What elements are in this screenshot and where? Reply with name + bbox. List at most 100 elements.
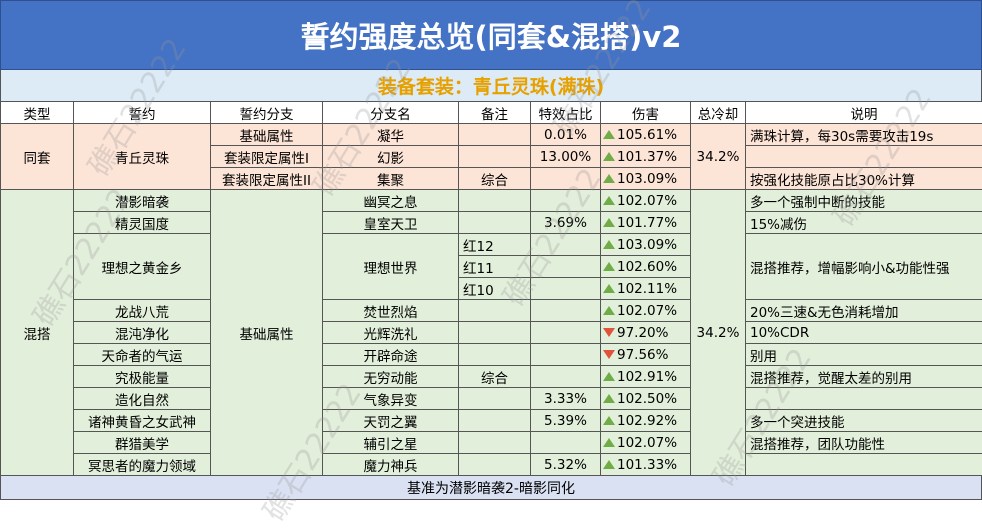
damage-value: 97.56% [617,347,668,363]
cell: 究极能量 [74,366,211,388]
damage-value: 102.07% [617,435,677,451]
damage-value: 105.61% [617,127,677,143]
damage-cell: 101.33% [601,454,691,476]
row: 混搭 潜影暗袭 基础属性 幽冥之息 102.07% 34.2% 多一个强制中断的… [1,190,982,212]
damage-value: 102.91% [617,369,677,385]
cell [459,388,531,410]
trend-icon [603,372,615,381]
row: 天命者的气运 开辟命途 97.56% 别用 [1,344,982,366]
row: 诸神黄昏之女武神 天罚之翼 5.39% 102.92% 多一个突进技能 [1,410,982,432]
cell: 集聚 [323,168,459,190]
cell: 光辉洗礼 [323,322,459,344]
cell [459,410,531,432]
damage-value: 102.07% [617,303,677,319]
cell [531,278,601,300]
damage-cell: 101.77% [601,212,691,234]
damage-cell: 97.56% [601,344,691,366]
table: 类型 誓约 誓约分支 分支名 备注 特效占比 伤害 总冷却 说明 同套 青丘灵珠… [0,101,982,476]
trend-icon [603,460,615,469]
damage-value: 102.92% [617,413,677,429]
cell: 别用 [746,344,982,366]
cell: 魔力神兵 [323,454,459,476]
column-header: 说明 [746,102,982,124]
cell: 无穷动能 [323,366,459,388]
damage-value: 102.11% [617,281,677,297]
trend-icon [603,284,615,293]
column-header: 类型 [1,102,74,124]
cell: 理想世界 [323,234,459,300]
damage-value: 97.20% [617,325,668,341]
damage-value: 101.33% [617,457,677,473]
damage-cell: 102.11% [601,278,691,300]
column-header: 誓约 [74,102,211,124]
cell [531,432,601,454]
cell: 凝华 [323,124,459,146]
damage-cell: 102.92% [601,410,691,432]
damage-value: 102.60% [617,259,677,275]
trend-icon [603,240,615,249]
cell: 3.33% [531,388,601,410]
damage-cell: 102.91% [601,366,691,388]
cell [531,256,601,278]
damage-value: 101.37% [617,149,677,165]
trend-icon [603,174,615,183]
damage-value: 103.09% [617,171,677,187]
cell: 5.32% [531,454,601,476]
cell: 精灵国度 [74,212,211,234]
cell: 多一个强制中断的技能 [746,190,982,212]
cell: 理想之黄金乡 [74,234,211,300]
cell: 综合 [459,366,531,388]
cell: 套装限定属性II [211,168,323,190]
cell: 按强化技能原占比30%计算 [746,168,982,190]
row: 群猎美学 辅引之星 102.07% 混搭推荐，团队功能性 [1,432,982,454]
cell: 开辟命途 [323,344,459,366]
cell [459,432,531,454]
title: 誓约强度总览(同套&混搭)v2 [0,0,982,70]
column-header: 特效占比 [531,102,601,124]
cell: 造化自然 [74,388,211,410]
cell: 混搭推荐，觉醒太差的别用 [746,366,982,388]
cell: 幽冥之息 [323,190,459,212]
cell: 龙战八荒 [74,300,211,322]
damage-cell: 105.61% [601,124,691,146]
cell [459,146,531,168]
cell: 3.69% [531,212,601,234]
cell: 红11 [459,256,531,278]
trend-icon [603,218,615,227]
row: 精灵国度 皇室天卫 3.69% 101.77% 15%减伤 [1,212,982,234]
cell: 34.2% [691,124,746,190]
cell [459,190,531,212]
cell: 冥思者的魔力领域 [74,454,211,476]
damage-value: 103.09% [617,237,677,253]
row: 理想之黄金乡 理想世界 红12 103.09% 混搭推荐，增幅影响小&功能性强 [1,234,982,256]
damage-cell: 102.07% [601,300,691,322]
cell: 满珠计算，每30s需要攻击19s [746,124,982,146]
cell [531,366,601,388]
trend-icon [603,328,615,337]
cell: 皇室天卫 [323,212,459,234]
trend-icon [603,262,615,271]
damage-cell: 103.09% [601,168,691,190]
cell [531,300,601,322]
cell [531,234,601,256]
cell: 天命者的气运 [74,344,211,366]
row: 冥思者的魔力领域 魔力神兵 5.32% 101.33% [1,454,982,476]
damage-value: 101.77% [617,215,677,231]
header-row: 类型 誓约 誓约分支 分支名 备注 特效占比 伤害 总冷却 说明 [1,102,982,124]
damage-cell: 102.07% [601,190,691,212]
cell: 基础属性 [211,190,323,476]
cell: 幻影 [323,146,459,168]
cell: 套装限定属性I [211,146,323,168]
cell [531,190,601,212]
cell: 混搭推荐，增幅影响小&功能性强 [746,234,982,300]
cell: 混搭推荐，团队功能性 [746,432,982,454]
subtitle: 装备套装：青丘灵珠(满珠) [0,70,982,101]
column-header: 分支名 [323,102,459,124]
row: 龙战八荒 焚世烈焰 102.07% 20%三速&无色消耗增加 [1,300,982,322]
trend-icon [603,438,615,447]
trend-icon [603,196,615,205]
damage-cell: 101.37% [601,146,691,168]
cell: 5.39% [531,410,601,432]
damage-cell: 102.50% [601,388,691,410]
cell: 混沌净化 [74,322,211,344]
